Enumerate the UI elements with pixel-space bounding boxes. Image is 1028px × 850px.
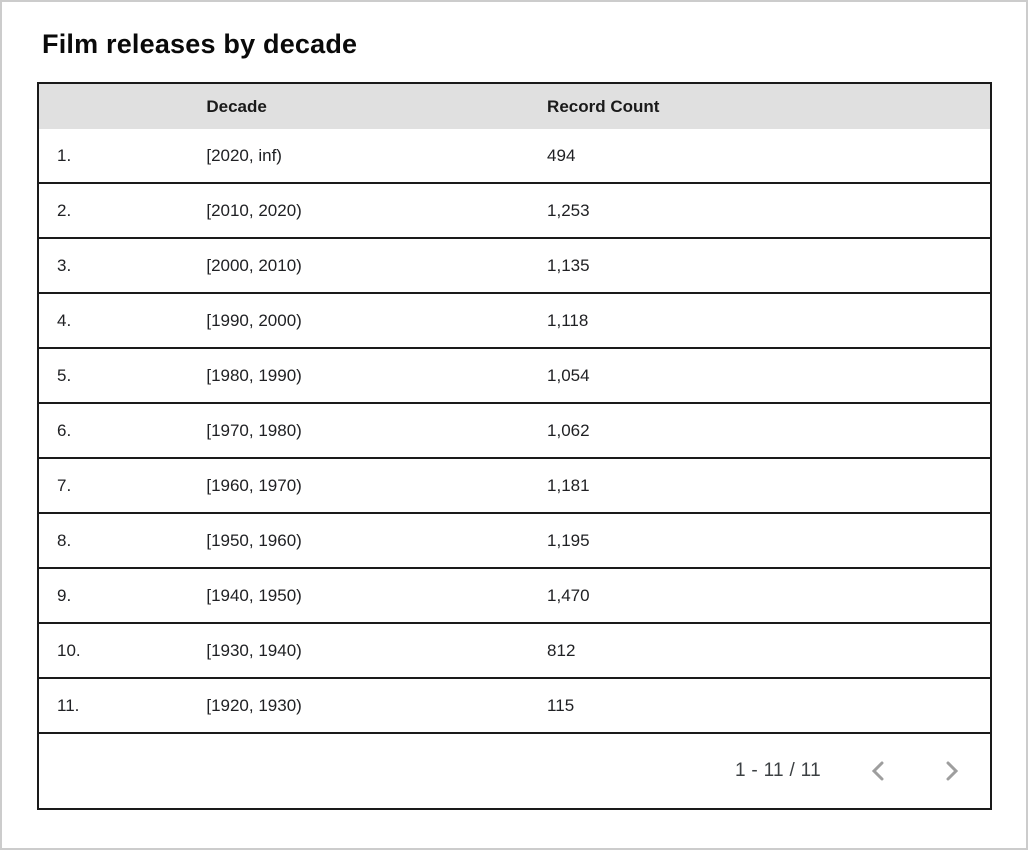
chevron-left-icon (867, 759, 891, 783)
table-row[interactable]: 10. [1930, 1940) 812 (38, 623, 991, 679)
header-row: Decade Record Count (38, 83, 991, 129)
cell-record-count: 1,253 (547, 183, 991, 239)
table-row[interactable]: 3. [2000, 2010) 1,135 (38, 238, 991, 294)
cell-row-number: 11. (38, 678, 207, 734)
pagination-prev-button[interactable] (865, 757, 893, 785)
table-row[interactable]: 7. [1960, 1970) 1,181 (38, 458, 991, 514)
cell-record-count: 1,470 (547, 568, 991, 624)
cell-row-number: 9. (38, 568, 207, 624)
cell-decade: [1930, 1940) (206, 623, 548, 679)
pagination-row: 1 - 11 / 11 (38, 733, 991, 809)
cell-row-number: 10. (38, 623, 207, 679)
table-row[interactable]: 8. [1950, 1960) 1,195 (38, 513, 991, 569)
cell-row-number: 4. (38, 293, 207, 349)
cell-decade: [1960, 1970) (206, 458, 548, 514)
cell-record-count: 1,118 (547, 293, 991, 349)
cell-row-number: 3. (38, 238, 207, 294)
column-header-index (38, 83, 207, 129)
chevron-right-icon (939, 759, 963, 783)
table-row[interactable]: 2. [2010, 2020) 1,253 (38, 183, 991, 239)
table-row[interactable]: 4. [1990, 2000) 1,118 (38, 293, 991, 349)
cell-record-count: 1,195 (547, 513, 991, 569)
cell-decade: [2010, 2020) (206, 183, 548, 239)
cell-row-number: 5. (38, 348, 207, 404)
cell-decade: [1950, 1960) (206, 513, 548, 569)
pagination-range-label: 1 - 11 / 11 (734, 760, 821, 781)
cell-decade: [1980, 1990) (206, 348, 548, 404)
cell-row-number: 6. (38, 403, 207, 459)
cell-row-number: 2. (38, 183, 207, 239)
chart-title: Film releases by decade (42, 29, 358, 59)
cell-decade: [2020, inf) (206, 129, 548, 184)
cell-row-number: 8. (38, 513, 207, 569)
table-row[interactable]: 6. [1970, 1980) 1,062 (38, 403, 991, 459)
cell-decade: [1920, 1930) (206, 678, 548, 734)
pagination-next-button[interactable] (937, 757, 965, 785)
cell-decade: [1940, 1950) (206, 568, 548, 624)
cell-record-count: 1,181 (547, 458, 991, 514)
cell-record-count: 1,054 (547, 348, 991, 404)
cell-record-count: 812 (547, 623, 991, 679)
cell-decade: [1970, 1980) (206, 403, 548, 459)
table-row[interactable]: 1. [2020, inf) 494 (38, 129, 991, 184)
cell-decade: [2000, 2010) (206, 238, 548, 294)
cell-row-number: 1. (38, 129, 207, 184)
column-header-record-count[interactable]: Record Count (547, 83, 991, 129)
table-row[interactable]: 9. [1940, 1950) 1,470 (38, 568, 991, 624)
cell-decade: [1990, 2000) (206, 293, 548, 349)
cell-record-count: 115 (547, 678, 991, 734)
cell-row-number: 7. (38, 458, 207, 514)
cell-record-count: 1,135 (547, 238, 991, 294)
data-table: Decade Record Count 1. [2020, inf) 494 2… (37, 82, 992, 810)
table-row[interactable]: 5. [1980, 1990) 1,054 (38, 348, 991, 404)
cell-record-count: 1,062 (547, 403, 991, 459)
table-row[interactable]: 11. [1920, 1930) 115 (38, 678, 991, 734)
column-header-decade[interactable]: Decade (206, 83, 548, 129)
cell-record-count: 494 (547, 129, 991, 184)
pagination-bar: 1 - 11 / 11 (39, 757, 965, 785)
